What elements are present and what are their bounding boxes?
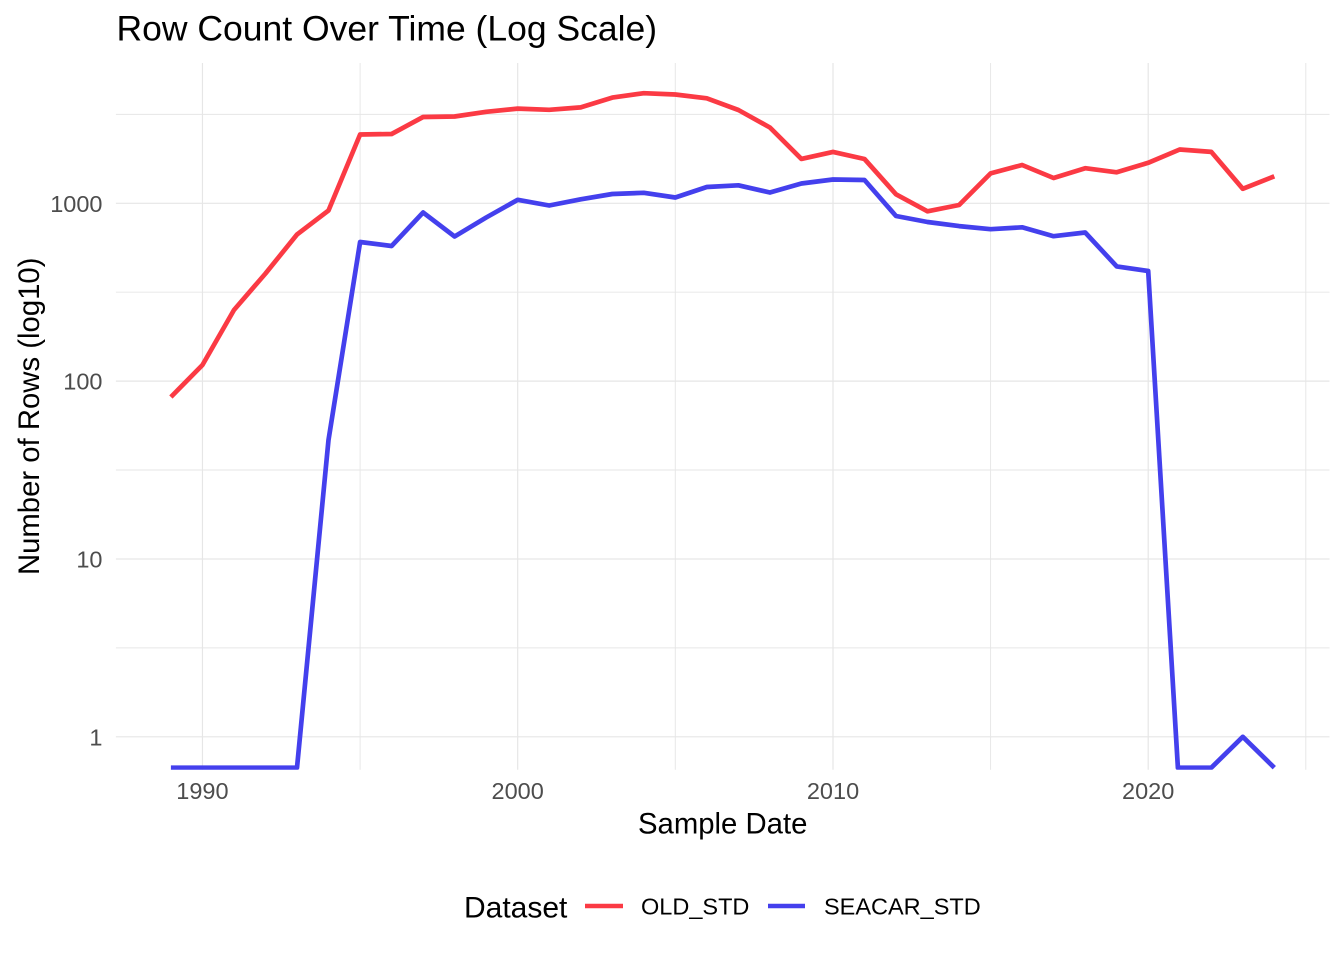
svg-text:Sample Date: Sample Date bbox=[638, 808, 807, 841]
svg-text:10: 10 bbox=[76, 547, 102, 573]
svg-text:1: 1 bbox=[89, 724, 102, 750]
svg-text:2000: 2000 bbox=[492, 778, 544, 804]
svg-text:2020: 2020 bbox=[1122, 778, 1174, 804]
svg-text:1990: 1990 bbox=[176, 778, 228, 804]
svg-text:Row Count Over Time (Log Scale: Row Count Over Time (Log Scale) bbox=[117, 9, 658, 49]
svg-text:100: 100 bbox=[63, 369, 102, 395]
svg-text:1000: 1000 bbox=[50, 191, 102, 217]
svg-text:OLD_STD: OLD_STD bbox=[641, 894, 749, 920]
svg-text:Dataset: Dataset bbox=[464, 892, 568, 925]
svg-text:2010: 2010 bbox=[807, 778, 859, 804]
svg-text:Number of Rows (log10): Number of Rows (log10) bbox=[13, 258, 46, 576]
svg-text:SEACAR_STD: SEACAR_STD bbox=[824, 894, 981, 920]
